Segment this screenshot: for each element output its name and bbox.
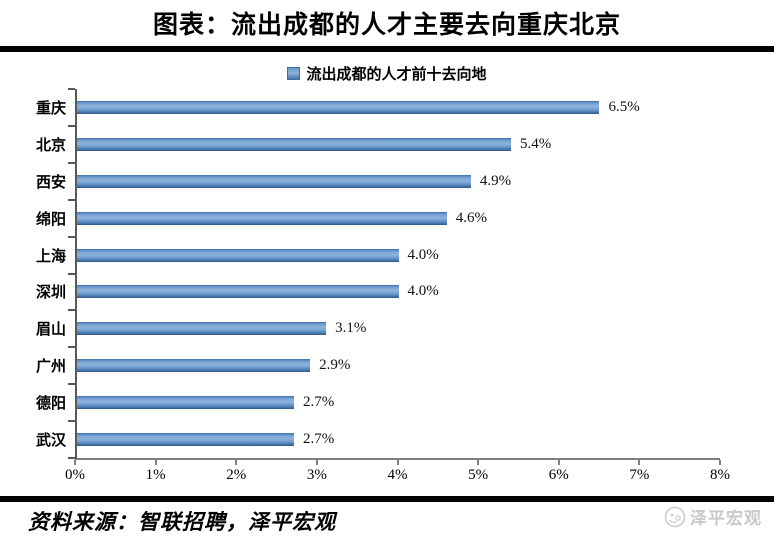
- x-axis-tick-label: 1%: [145, 467, 166, 483]
- x-axis-tick: [557, 460, 560, 465]
- bar-row: 武汉 2.7%: [36, 421, 720, 458]
- plot-area: 重庆 6.5% 北京 5.4% 西安 4.9% 绵阳 4.6% 上海 4.0% 深圳 4.0% 眉山 3.…: [36, 88, 720, 460]
- value-label: 6.5%: [608, 98, 640, 115]
- bottom-divider: [0, 496, 774, 502]
- category-label: 西安: [35, 174, 66, 191]
- bar[interactable]: [77, 137, 512, 151]
- y-axis-tick: [68, 124, 75, 127]
- footer: 资料来源：智联招聘，泽平宏观 泽平宏观: [0, 502, 774, 536]
- category-label: 深圳: [35, 285, 66, 302]
- bar[interactable]: [77, 285, 399, 299]
- y-axis-tick: [68, 309, 75, 312]
- x-axis-tick: [719, 460, 721, 465]
- x-axis-tick-label: 8%: [710, 467, 730, 483]
- watermark-text: 泽平宏观: [690, 509, 762, 528]
- chart-legend: 流出成都的人才前十去向地: [0, 61, 774, 85]
- value-label: 4.0%: [407, 283, 439, 300]
- y-axis-tick: [68, 272, 75, 275]
- y-axis-tick: [68, 235, 75, 238]
- bar[interactable]: [77, 174, 471, 188]
- category-label: 武汉: [35, 432, 66, 449]
- x-axis-tick-label: 6%: [548, 467, 569, 483]
- x-axis-tick: [74, 460, 76, 465]
- value-label: 4.9%: [479, 172, 512, 189]
- x-axis-tick: [235, 460, 238, 465]
- bar-row: 上海 4.0%: [36, 237, 720, 274]
- watermark: 泽平宏观: [664, 504, 762, 529]
- category-label: 上海: [35, 248, 66, 265]
- y-axis-tick: [68, 457, 75, 459]
- category-label: 绵阳: [35, 211, 66, 228]
- bar-row: 重庆 6.5%: [36, 89, 720, 126]
- category-label: 北京: [35, 137, 66, 154]
- x-axis-tick: [396, 460, 399, 465]
- y-axis-tick: [68, 420, 75, 423]
- bar[interactable]: [77, 396, 294, 410]
- category-label: 眉山: [35, 322, 66, 339]
- x-axis-tick-label: 5%: [468, 467, 489, 483]
- x-axis-tick: [638, 460, 641, 465]
- bar-row: 北京 5.4%: [36, 126, 720, 163]
- value-label: 2.7%: [303, 394, 335, 411]
- bar[interactable]: [77, 211, 447, 225]
- value-label: 3.1%: [335, 320, 367, 337]
- bar[interactable]: [77, 322, 327, 336]
- bar[interactable]: [77, 432, 294, 446]
- page-title: 图表：流出成都的人才主要去向重庆北京: [152, 12, 621, 39]
- bar-row: 西安 4.9%: [36, 163, 720, 200]
- bar-row: 绵阳 4.6%: [36, 200, 720, 237]
- top-divider: [0, 46, 774, 52]
- x-axis-tick: [315, 460, 318, 465]
- x-axis-tick: [154, 460, 157, 465]
- bar-row: 眉山 3.1%: [36, 310, 720, 347]
- x-axis-tick-label: 7%: [629, 467, 650, 483]
- bar[interactable]: [77, 248, 399, 262]
- bar[interactable]: [77, 359, 311, 373]
- zeping-logo-icon: [664, 506, 686, 527]
- y-axis-tick: [68, 346, 75, 349]
- y-axis-tick: [68, 161, 75, 164]
- value-label: 4.0%: [407, 246, 439, 263]
- category-label: 重庆: [35, 100, 66, 117]
- bar[interactable]: [77, 100, 600, 114]
- category-label: 德阳: [35, 396, 66, 413]
- legend-label: 流出成都的人才前十去向地: [306, 66, 487, 83]
- x-axis-tick-label: 2%: [226, 467, 247, 483]
- value-label: 4.6%: [455, 209, 487, 226]
- y-axis-tick: [68, 88, 75, 90]
- x-axis-tick-label: 0%: [65, 467, 85, 483]
- legend-marker-icon: [287, 66, 301, 80]
- x-axis: 0% 1% 2% 3% 4% 5% 6% 7% 8%: [65, 460, 730, 494]
- bar-row: 深圳 4.0%: [36, 273, 720, 310]
- category-label: 广州: [35, 359, 66, 376]
- x-axis-tick: [477, 460, 480, 465]
- x-axis-tick-label: 3%: [306, 467, 327, 483]
- value-label: 2.9%: [319, 357, 351, 374]
- y-axis-tick: [68, 198, 75, 201]
- value-label: 5.4%: [520, 135, 552, 152]
- source-text: 资料来源：智联招聘，泽平宏观: [28, 510, 336, 534]
- bar-row: 广州 2.9%: [36, 347, 720, 384]
- x-axis-tick-label: 4%: [387, 467, 408, 483]
- y-axis-tick: [68, 383, 75, 386]
- value-label: 2.7%: [303, 430, 335, 447]
- bar-row: 德阳 2.7%: [36, 384, 720, 421]
